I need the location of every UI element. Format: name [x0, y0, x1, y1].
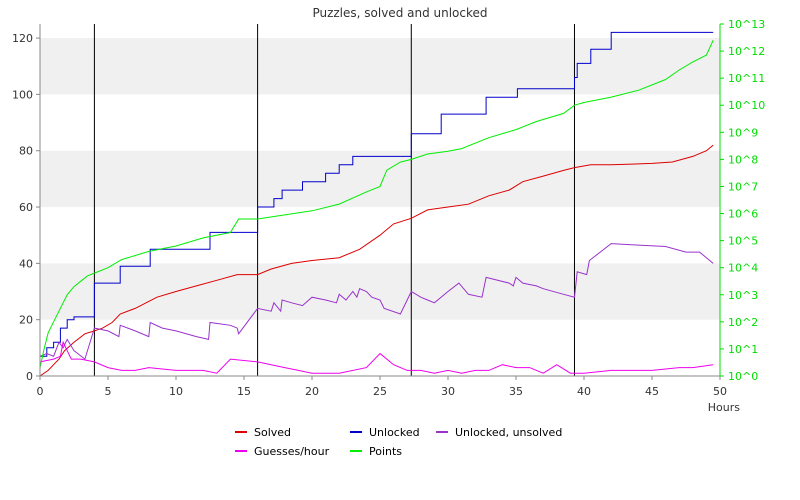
x-tick-label: 0	[37, 385, 44, 398]
x-tick-label: 20	[305, 385, 319, 398]
x-tick-label: 40	[577, 385, 591, 398]
y-ticks: 0 20 40 60 80 100 120	[12, 32, 40, 383]
x-tick-label: 5	[105, 385, 112, 398]
legend-solved-label: Solved	[254, 426, 291, 439]
legend-unlocked-unsolved-label: Unlocked, unsolved	[455, 426, 562, 439]
series-guesses-hour-line	[39, 340, 714, 374]
series-unlocked-unsolved-line	[39, 243, 714, 360]
y-tick-label: 60	[19, 201, 33, 214]
y2-tick-label: 10^5	[728, 235, 758, 248]
y2-tick-label: 10^9	[728, 126, 758, 139]
x-tick-label: 50	[713, 385, 727, 398]
series-solved-line	[39, 144, 714, 377]
y-tick-label: 40	[19, 257, 33, 270]
y2-tick-label: 10^3	[728, 289, 758, 302]
grid-band	[40, 150, 720, 208]
grid-band	[40, 38, 720, 95]
legend-guesses-hour-label: Guesses/hour	[254, 445, 330, 458]
chart-title: Puzzles, solved and unlocked	[312, 6, 487, 20]
series-points-line	[39, 39, 714, 369]
grid-band	[40, 263, 720, 320]
x-tick-label: 15	[237, 385, 251, 398]
x-axis-label: Hours	[708, 401, 740, 414]
y-tick-label: 120	[12, 32, 33, 45]
y2-tick-label: 10^12	[728, 45, 765, 58]
series-lines	[39, 31, 714, 377]
legend-unlocked-label: Unlocked	[369, 426, 420, 439]
x-ticks: 0 5 10 15 20 25 30 35 40 45 50	[37, 376, 727, 398]
y2-ticks: 10^0 10^1 10^2 10^3 10^4 10^5 10^6 10^7 10^8 10^9…	[720, 18, 765, 383]
y2-tick-label: 10^6	[728, 208, 758, 221]
x-tick-label: 35	[509, 385, 523, 398]
y2-tick-label: 10^7	[728, 180, 758, 193]
x-tick-label: 10	[169, 385, 183, 398]
y2-tick-label: 10^4	[728, 262, 758, 275]
y2-tick-label: 10^1	[728, 343, 758, 356]
y-tick-label: 100	[12, 88, 33, 101]
legend: Solved Unlocked Unlocked, unsolved Guesses/…	[235, 426, 562, 458]
grid-bands	[40, 24, 720, 376]
x-tick-label: 45	[645, 385, 659, 398]
series-unlocked-line	[40, 31, 714, 357]
y2-tick-label: 10^8	[728, 153, 758, 166]
y2-tick-label: 10^11	[728, 72, 765, 85]
y-tick-label: 20	[19, 314, 33, 327]
y2-tick-label: 10^13	[728, 18, 765, 31]
y2-tick-label: 10^10	[728, 99, 765, 112]
legend-points-label: Points	[369, 445, 402, 458]
x-tick-label: 30	[441, 385, 455, 398]
y-tick-label: 80	[19, 145, 33, 158]
y2-tick-label: 10^0	[728, 370, 758, 383]
x-tick-label: 25	[373, 385, 387, 398]
y-tick-label: 0	[26, 370, 33, 383]
y2-tick-label: 10^2	[728, 316, 758, 329]
